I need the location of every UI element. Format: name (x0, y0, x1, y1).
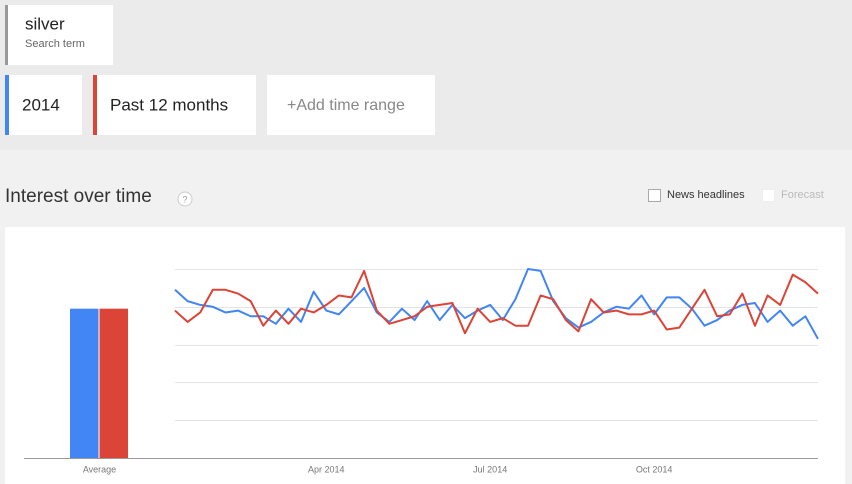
chart-panel (5, 227, 845, 484)
x-tick-label: Oct 2014 (636, 464, 673, 474)
card (5, 5, 113, 65)
card (5, 75, 82, 135)
bar (99, 308, 128, 458)
series-line (174, 269, 819, 335)
range-card[interactable]: Past 12 months (93, 75, 256, 135)
range-card[interactable]: 2014 (5, 75, 82, 135)
term: silver (25, 14, 65, 33)
add-range-card[interactable]: +Add time range (267, 75, 435, 135)
range-name: Past 12 months (110, 95, 228, 114)
range-name: 2014 (22, 95, 60, 114)
card-border (5, 5, 8, 65)
option-label: Forecast (781, 189, 824, 201)
checkbox[interactable] (648, 189, 661, 202)
x-tick-label: Apr 2014 (308, 464, 345, 474)
x-tick-label: Average (83, 464, 116, 474)
help-circle[interactable] (177, 191, 193, 207)
card-border (5, 75, 9, 135)
section-title: Interest over time (5, 186, 152, 207)
help-icon[interactable]: ? (182, 194, 187, 204)
bar (70, 308, 99, 458)
card (267, 75, 435, 135)
x-tick-label: Jul 2014 (473, 464, 507, 474)
option-label[interactable]: News headlines (667, 189, 745, 201)
search-term-card[interactable]: silver Search term (5, 5, 113, 65)
add-range[interactable]: +Add time range (287, 97, 405, 114)
card-border (93, 75, 97, 135)
card (93, 75, 256, 135)
term-label: Search term (25, 38, 85, 50)
checkbox (762, 189, 775, 202)
